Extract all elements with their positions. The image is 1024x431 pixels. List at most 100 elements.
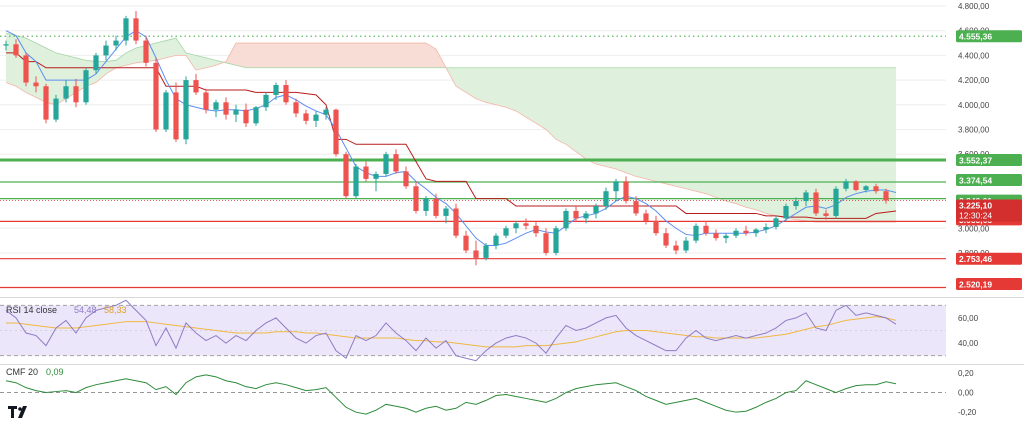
candle-61[interactable]: [613, 178, 619, 202]
candle-54[interactable]: [543, 228, 549, 256]
candle-69[interactable]: [693, 223, 699, 244]
cmf-legend[interactable]: CMF 20 0,09: [6, 367, 64, 377]
candle-63[interactable]: [633, 196, 639, 216]
candle-70[interactable]: [703, 220, 709, 236]
rsi-pane[interactable]: [0, 299, 946, 362]
candle-56[interactable]: [563, 208, 569, 231]
candle-8[interactable]: [83, 67, 89, 105]
candle-34[interactable]: [343, 151, 349, 199]
candle-33[interactable]: [333, 108, 339, 157]
candle-64[interactable]: [643, 209, 649, 225]
level-label-1[interactable]: 3.552,37: [956, 154, 1022, 167]
candle-12[interactable]: [123, 15, 129, 46]
candle-40[interactable]: [403, 166, 409, 189]
candle-30[interactable]: [303, 109, 309, 125]
candle-48[interactable]: [483, 243, 489, 261]
candle-43[interactable]: [433, 193, 439, 219]
candle-13[interactable]: [133, 10, 139, 45]
candle-36[interactable]: [363, 161, 369, 182]
candle-80[interactable]: [803, 189, 809, 207]
candle-17[interactable]: [173, 82, 179, 142]
candle-5[interactable]: [53, 94, 59, 123]
candle-62[interactable]: [623, 176, 629, 204]
candle-44[interactable]: [443, 206, 449, 224]
candle-52[interactable]: [523, 218, 529, 230]
candle-11[interactable]: [113, 35, 119, 51]
candle-16[interactable]: [163, 89, 169, 132]
candles[interactable]: [3, 10, 889, 266]
candle-82[interactable]: [823, 209, 829, 220]
candle-20[interactable]: [203, 88, 209, 114]
candle-28[interactable]: [283, 80, 289, 105]
candle-32[interactable]: [323, 107, 329, 120]
candle-0[interactable]: [3, 40, 9, 51]
candle-9[interactable]: [93, 52, 99, 74]
tradingview-logo-icon[interactable]: [8, 406, 27, 418]
candle-76[interactable]: [763, 223, 769, 234]
candle-72[interactable]: [723, 233, 729, 244]
candle-1[interactable]: [13, 39, 19, 58]
candle-39[interactable]: [393, 149, 399, 174]
candle-67[interactable]: [673, 240, 679, 255]
candle-4[interactable]: [43, 83, 49, 124]
candle-58[interactable]: [583, 210, 589, 224]
candle-42[interactable]: [423, 196, 429, 216]
candle-38[interactable]: [383, 151, 389, 177]
candle-84[interactable]: [843, 178, 849, 192]
candle-66[interactable]: [663, 228, 669, 249]
candle-88[interactable]: [883, 188, 889, 204]
candle-15[interactable]: [153, 57, 159, 132]
candle-14[interactable]: [143, 35, 149, 67]
candle-21[interactable]: [213, 99, 219, 118]
candle-37[interactable]: [373, 171, 379, 192]
candle-65[interactable]: [653, 215, 659, 236]
candle-46[interactable]: [463, 230, 469, 253]
candle-7[interactable]: [73, 78, 79, 108]
level-label-6[interactable]: 2.520,19: [956, 278, 1022, 290]
candle-85[interactable]: [853, 180, 859, 192]
candle-49[interactable]: [493, 233, 499, 250]
candle-81[interactable]: [813, 188, 819, 216]
candle-79[interactable]: [793, 197, 799, 210]
candle-83[interactable]: [833, 186, 839, 219]
candle-29[interactable]: [293, 98, 299, 118]
candle-47[interactable]: [473, 240, 479, 266]
candle-26[interactable]: [263, 92, 269, 111]
candle-53[interactable]: [533, 222, 539, 237]
candle-73[interactable]: [733, 228, 739, 239]
candle-19[interactable]: [193, 73, 199, 95]
candle-6[interactable]: [63, 80, 69, 103]
candle-18[interactable]: [183, 76, 189, 145]
candle-2[interactable]: [23, 52, 29, 87]
candle-77[interactable]: [773, 215, 779, 230]
level-label-0[interactable]: 4.555,36: [956, 30, 1022, 43]
candle-59[interactable]: [593, 203, 599, 219]
candle-24[interactable]: [243, 103, 249, 128]
rsi-legend[interactable]: RSI 14 close 54,48 58,33: [6, 305, 127, 315]
level-label-2[interactable]: 3.374,54: [956, 174, 1022, 187]
candle-10[interactable]: [103, 40, 109, 61]
candle-45[interactable]: [453, 203, 459, 239]
candle-3[interactable]: [33, 76, 39, 93]
candle-78[interactable]: [783, 203, 789, 221]
cmf-pane[interactable]: [0, 374, 946, 415]
candle-68[interactable]: [683, 236, 689, 253]
candle-55[interactable]: [553, 225, 559, 256]
candle-23[interactable]: [233, 104, 239, 123]
candle-50[interactable]: [503, 225, 509, 239]
level-label-5[interactable]: 2.753,46: [956, 252, 1022, 265]
candle-51[interactable]: [513, 220, 519, 234]
candle-75[interactable]: [753, 228, 759, 237]
candle-87[interactable]: [873, 183, 879, 194]
candle-41[interactable]: [413, 181, 419, 214]
candle-27[interactable]: [273, 82, 279, 100]
candle-71[interactable]: [713, 229, 719, 241]
candle-22[interactable]: [223, 97, 229, 120]
candle-74[interactable]: [743, 225, 749, 236]
candle-25[interactable]: [253, 106, 259, 126]
candle-31[interactable]: [313, 110, 319, 128]
candle-86[interactable]: [863, 185, 869, 193]
candle-35[interactable]: [353, 164, 359, 199]
candle-57[interactable]: [573, 206, 579, 223]
